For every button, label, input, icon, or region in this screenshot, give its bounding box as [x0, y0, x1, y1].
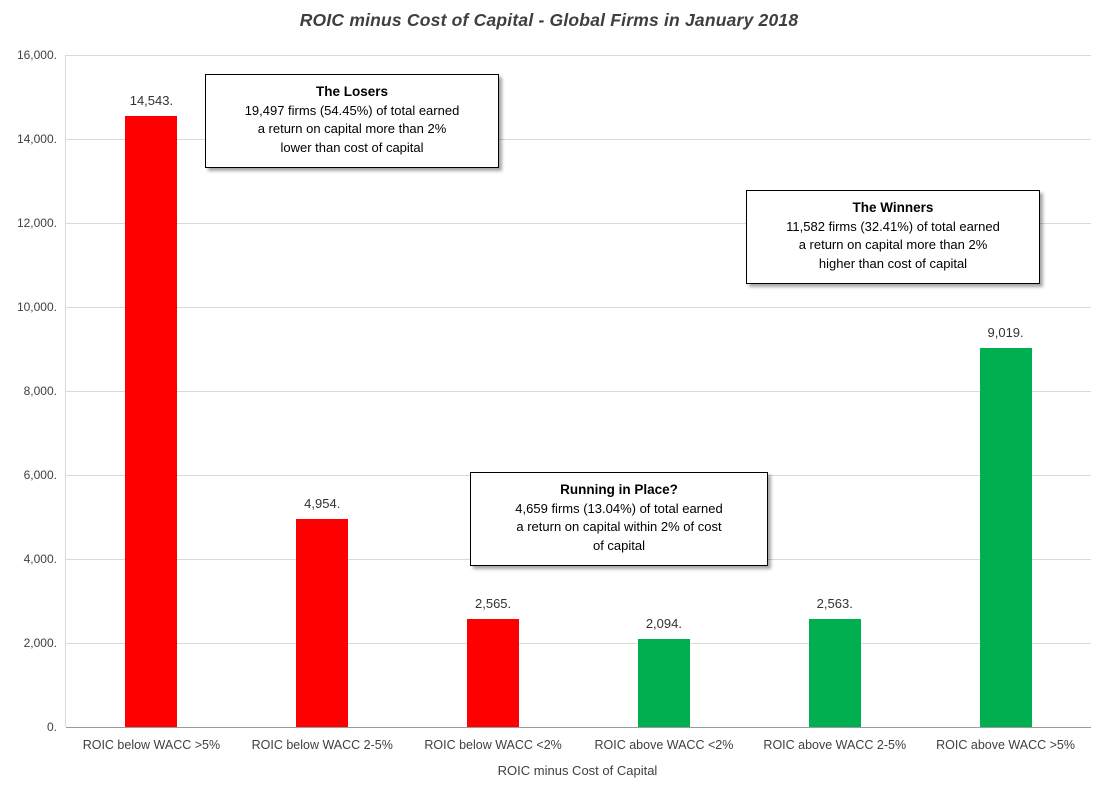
x-axis-title: ROIC minus Cost of Capital	[497, 763, 658, 778]
x-category-label: ROIC below WACC >5%	[82, 738, 221, 752]
gridline	[66, 643, 1091, 644]
bar-value-label: 2,563.	[816, 596, 853, 612]
bar-value-label: 2,565.	[475, 596, 512, 612]
gridline	[66, 391, 1091, 392]
bar-6	[979, 348, 1032, 727]
y-tick-label: 2,000.	[23, 636, 57, 650]
gridline	[66, 307, 1091, 308]
y-tick-label: 16,000.	[16, 48, 57, 62]
chart-title: ROIC minus Cost of Capital - Global Firm…	[299, 10, 799, 30]
y-tick-label: 0.	[46, 720, 57, 734]
bar-1	[125, 116, 178, 727]
y-tick-label: 8,000.	[23, 384, 57, 398]
bar-value-label: 9,019.	[987, 325, 1024, 341]
y-tick-label: 12,000.	[16, 216, 57, 230]
bar-5	[808, 619, 861, 727]
x-category-label: ROIC below WACC <2%	[424, 738, 562, 752]
annotation-losers-body: 19,497 firms (54.45%) of total earned a …	[244, 103, 460, 155]
annotation-winners-body: 11,582 firms (32.41%) of total earned a …	[786, 219, 1000, 271]
y-tick-label: 14,000.	[16, 132, 57, 146]
bar-4	[637, 639, 690, 727]
y-tick-label: 6,000.	[23, 468, 57, 482]
annotation-running-body: 4,659 firms (13.04%) of total earned a r…	[515, 501, 723, 553]
gridline	[66, 223, 1091, 224]
annotation-losers-title: The Losers	[315, 84, 389, 99]
y-tick-label: 10,000.	[16, 300, 57, 314]
x-category-label: ROIC below WACC 2-5%	[251, 738, 393, 752]
x-category-label: ROIC above WACC 2-5%	[763, 738, 907, 752]
gridline	[66, 55, 1091, 56]
annotation-winners-title: The Winners	[852, 200, 934, 215]
x-category-label: ROIC above WACC >5%	[936, 738, 1075, 752]
bar-3	[467, 619, 520, 727]
bar-value-label: 14,543.	[129, 93, 174, 109]
annotation-losers: The Losers 19,497 firms (54.45%) of tota…	[205, 74, 499, 169]
gridline	[66, 139, 1091, 140]
bar-value-label: 2,094.	[645, 616, 682, 632]
annotation-winners: The Winners 11,582 firms (32.41%) of tot…	[746, 190, 1040, 285]
x-axis-line	[66, 727, 1091, 728]
annotation-running-title: Running in Place?	[560, 482, 678, 497]
x-category-label: ROIC above WACC <2%	[594, 738, 734, 752]
y-tick-label: 4,000.	[23, 552, 57, 566]
bar-2	[296, 518, 349, 727]
bar-value-label: 4,954.	[304, 495, 341, 511]
annotation-running: Running in Place? 4,659 firms (13.04%) o…	[470, 472, 768, 567]
